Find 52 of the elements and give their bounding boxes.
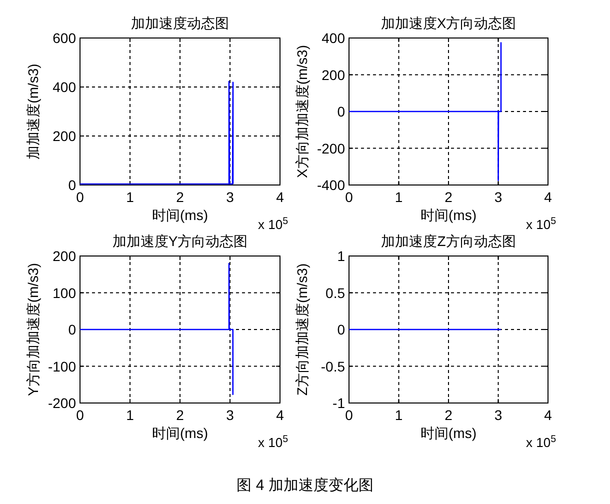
text: x 10$^{5}$ bbox=[258, 216, 289, 232]
x-axis-title: 时间(ms) bbox=[152, 425, 208, 441]
chart-title: 加加速度Z方向动态图 bbox=[381, 233, 516, 249]
y-tick-label: 100 bbox=[52, 284, 76, 301]
y-tick-label: 0 bbox=[68, 177, 76, 193]
y-tick-label: 0.5 bbox=[326, 284, 346, 301]
x-tick-label: 3 bbox=[494, 189, 502, 205]
y-axis-title: 加加速度(m/s3) bbox=[25, 64, 41, 160]
y-tick-label: 400 bbox=[52, 79, 76, 95]
y-tick-label: 600 bbox=[52, 30, 76, 46]
x-tick-label: 2 bbox=[176, 407, 184, 423]
chart-title: 加加速度X方向动态图 bbox=[380, 15, 516, 31]
y-tick-label: -100 bbox=[48, 358, 76, 374]
y-tick-label: 0 bbox=[68, 322, 76, 338]
y-tick-label: -200 bbox=[316, 140, 346, 156]
text: x 10$^{5}$ bbox=[526, 216, 557, 232]
chart-title: 加加速度Y方向动态图 bbox=[112, 233, 248, 249]
y-tick-label: 200 bbox=[322, 66, 346, 83]
x-tick-label: 3 bbox=[494, 407, 502, 423]
x-tick-label: 1 bbox=[126, 189, 134, 205]
y-tick-label: 400 bbox=[322, 30, 346, 46]
caption: 图 4 加加速度变化图 bbox=[236, 477, 374, 494]
x-tick-label: 2 bbox=[444, 407, 453, 423]
x-axis-title: 时间(ms) bbox=[420, 207, 476, 223]
x-tick-label: 4 bbox=[276, 407, 284, 423]
y-axis-title: Y方向加加速度(m/s3) bbox=[25, 263, 41, 396]
y-tick-label: -200 bbox=[48, 395, 76, 411]
x-tick-label: 1 bbox=[394, 189, 403, 205]
y-tick-label: 200 bbox=[52, 248, 76, 264]
text: x 10$^{5}$ bbox=[258, 434, 289, 450]
x-tick-label: 2 bbox=[444, 189, 453, 205]
text: x 10$^{5}$ bbox=[526, 434, 557, 450]
x-axis-title: 时间(ms) bbox=[152, 207, 208, 223]
y-tick-label: -400 bbox=[316, 177, 346, 193]
y-tick-label: 200 bbox=[52, 128, 76, 144]
y-tick-label: 0 bbox=[337, 322, 346, 338]
x-tick-label: 4 bbox=[544, 189, 552, 205]
x-tick-label: 4 bbox=[544, 407, 552, 423]
y-tick-label: 1 bbox=[337, 248, 346, 264]
x-tick-label: 2 bbox=[176, 189, 184, 205]
x-tick-label: 4 bbox=[276, 189, 284, 205]
y-tick-label: -1 bbox=[332, 395, 346, 411]
x-tick-label: 3 bbox=[226, 407, 234, 423]
x-tick-label: 1 bbox=[394, 407, 403, 423]
y-tick-label: 0 bbox=[337, 104, 346, 120]
y-tick-label: -0.5 bbox=[320, 358, 346, 374]
y-axis-title: Z方向加加速度(m/s3) bbox=[294, 263, 310, 396]
x-axis-title: 时间(ms) bbox=[420, 425, 476, 441]
x-tick-label: 1 bbox=[126, 407, 134, 423]
y-axis-title: X方向加加速度(m/s3) bbox=[294, 45, 310, 178]
chart-title: 加加速度动态图 bbox=[131, 15, 229, 31]
x-tick-label: 3 bbox=[226, 189, 234, 205]
